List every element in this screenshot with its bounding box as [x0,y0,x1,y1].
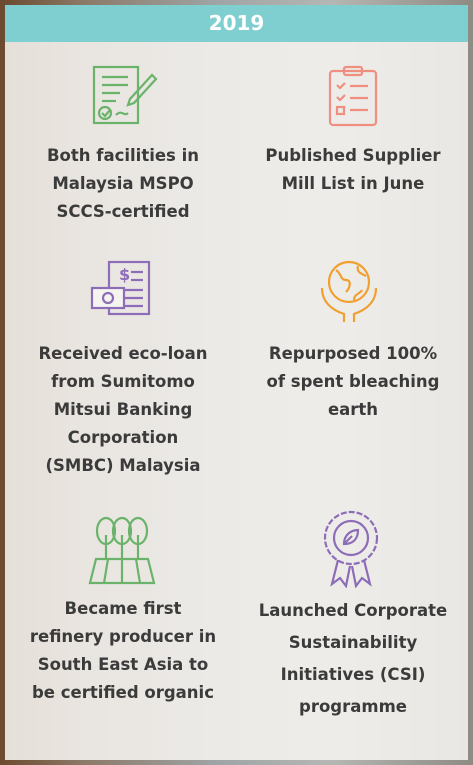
text-line: Initiatives (CSI) [238,659,468,691]
text-line: Mill List in June [238,170,468,198]
page: 2019 $ Both facilities inMalaysia MSPOSC… [0,0,473,765]
text-line: Repurposed 100% [238,340,468,368]
text-line: (SMBC) Malaysia [8,452,238,480]
text-line: refinery producer in [8,623,238,651]
checklist-icon [326,65,381,127]
text-line: Received eco-loan [8,340,238,368]
badge-icon [320,508,382,588]
text-line: be certified organic [8,679,238,707]
header-title: 2019 [5,5,468,42]
text-line: Corporation [8,424,238,452]
text-line: Mitsui Banking [8,396,238,424]
text-line: earth [238,396,468,424]
svg-text:$: $ [119,265,130,284]
text-line: from Sumitomo [8,368,238,396]
trees-icon [86,515,158,585]
text-line: Malaysia MSPO [8,170,238,198]
text-line: of spent bleaching [238,368,468,396]
globe-hands-icon [318,258,380,324]
text-line: Published Supplier [238,142,468,170]
text-line: Launched Corporate [238,595,468,627]
text-line: Both facilities in [8,142,238,170]
text-line: South East Asia to [8,651,238,679]
text-line: programme [238,691,468,723]
text-line: Became first [8,595,238,623]
loan-icon: $ [89,258,157,320]
certificate-icon [90,65,160,127]
text-line: Sustainability [238,627,468,659]
text-line: SCCS-certified [8,198,238,226]
